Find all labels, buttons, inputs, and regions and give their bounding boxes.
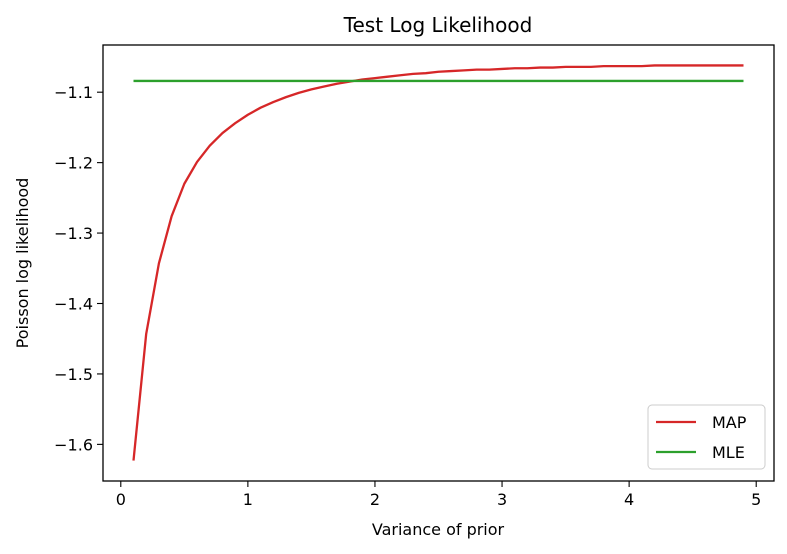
x-tick-label: 5 [751,490,761,509]
x-tick-label: 2 [370,490,380,509]
x-tick-label: 3 [497,490,507,509]
y-axis-label: Poisson log likelihood [13,178,32,349]
series-lines [132,64,744,461]
legend: MAP MLE [647,404,766,470]
legend-label-map: MAP [712,413,747,432]
x-tick-label: 1 [243,490,253,509]
chart-title: Test Log Likelihood [343,13,533,37]
y-axis-ticks: −1.6 −1.5 −1.4 −1.3 −1.2 −1.1 [54,83,103,454]
plot-area: 0 1 2 3 4 5 −1.6 −1.5 −1.4 −1.3 −1.2 −1.1 [54,44,775,509]
y-tick-label: −1.5 [54,365,93,384]
y-tick-label: −1.3 [54,224,93,243]
y-tick-label: −1.1 [54,83,93,102]
axes-frame [102,44,775,482]
x-tick-label: 0 [116,490,126,509]
x-tick-label: 4 [624,490,634,509]
y-tick-label: −1.2 [54,154,93,173]
y-tick-label: −1.4 [54,295,93,314]
series-line-map [132,64,744,461]
y-tick-label: −1.6 [54,435,93,454]
x-axis-label: Variance of prior [372,520,505,539]
x-axis-ticks: 0 1 2 3 4 5 [116,481,761,509]
legend-label-mle: MLE [712,443,745,462]
legend-box [647,404,766,470]
